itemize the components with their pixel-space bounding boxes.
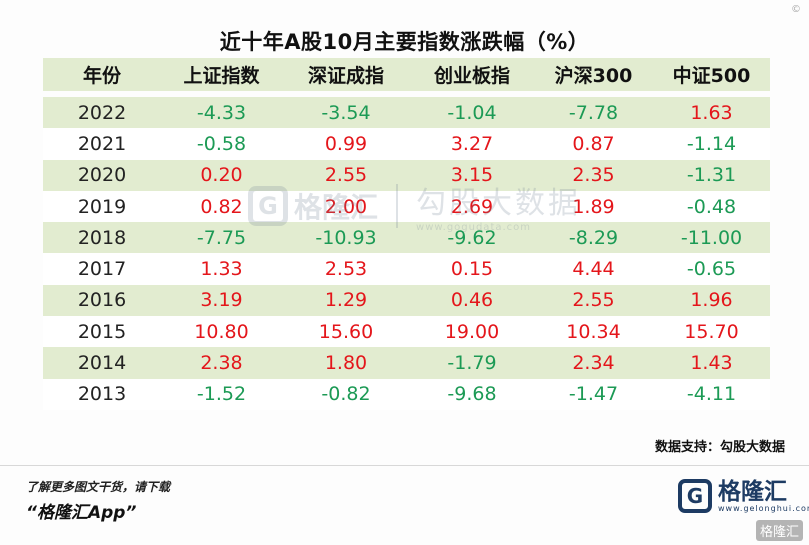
cell-chinext: -9.62	[410, 222, 534, 254]
cell-szse: -10.93	[282, 222, 410, 254]
column-header-year: 年份	[43, 58, 161, 91]
cell-year: 2013	[43, 378, 161, 410]
cell-csi300: -1.47	[534, 378, 653, 410]
table-row: 2021 -0.58 0.99 3.27 0.87 -1.14	[43, 128, 770, 160]
cell-csi500: -11.00	[653, 222, 770, 254]
cell-sse: 1.33	[161, 253, 282, 285]
cell-chinext: 3.15	[410, 159, 534, 191]
cell-chinext: -1.79	[410, 347, 534, 379]
cell-csi500: -0.65	[653, 253, 770, 285]
cell-csi300: 1.89	[534, 190, 653, 223]
column-header-csi500: 中证500	[653, 58, 770, 91]
cell-szse: -0.82	[282, 378, 410, 410]
table-body: 2022 -4.33 -3.54 -1.04 -7.78 1.63 2021 -0.58 0.9…	[43, 91, 770, 410]
cell-year: 2014	[43, 347, 161, 379]
cell-chinext: -1.04	[410, 97, 534, 129]
cell-sse: 0.20	[161, 159, 282, 191]
index-change-table: 年份 上证指数 深证成指 创业板指 沪深300 中证500 2022 -4.33-…	[43, 58, 770, 410]
table-row: 2017 1.33 2.53 0.15 4.44 -0.65	[43, 253, 770, 285]
column-header-szse: 深证成指	[282, 58, 410, 91]
cell-csi500: -1.31	[653, 159, 770, 191]
cell-csi300: 2.34	[534, 347, 653, 379]
cell-csi500: -4.11	[653, 378, 770, 410]
cell-csi500: -0.48	[653, 190, 770, 223]
cell-chinext: 3.27	[410, 128, 534, 160]
cell-csi500: -1.14	[653, 128, 770, 160]
cell-csi300: -8.29	[534, 222, 653, 254]
table-row: 2020 0.20 2.55 3.15 2.35 -1.31	[43, 159, 770, 191]
cell-csi500: 15.70	[653, 316, 770, 348]
cell-chinext: 0.15	[410, 253, 534, 285]
footer-divider	[0, 465, 809, 466]
cell-year: 2019	[43, 190, 161, 223]
cell-csi500: 1.96	[653, 284, 770, 317]
promo-line-1: 了解更多图文干货，请下载	[26, 480, 171, 494]
data-source: 数据支持：勾股大数据	[654, 440, 785, 455]
cell-szse: 2.55	[282, 159, 410, 191]
cell-chinext: -9.68	[410, 378, 534, 410]
table-row: 2013 -1.52 -0.82 -9.68 -1.47 -4.11	[43, 378, 770, 410]
cell-szse: 1.29	[282, 284, 410, 317]
cell-chinext: 19.00	[410, 316, 534, 348]
logo-url: www.gelonghui.com	[718, 503, 809, 513]
cell-szse: 2.53	[282, 253, 410, 285]
cell-sse: -4.33	[161, 97, 282, 129]
cell-year: 2018	[43, 222, 161, 254]
cell-szse: 2.00	[282, 190, 410, 223]
column-header-chinext: 创业板指	[410, 58, 534, 91]
table-row: 2022 -4.33 -3.54 -1.04 -7.78 1.63	[43, 97, 770, 129]
cell-csi300: 2.35	[534, 159, 653, 191]
cell-csi300: 4.44	[534, 253, 653, 285]
cell-year: 2022	[43, 97, 161, 129]
cell-szse: 15.60	[282, 316, 410, 348]
brand-logo: G 格隆汇 www.gelonghui.com	[678, 479, 809, 513]
cell-szse: 1.80	[282, 347, 410, 379]
table-header-row: 年份 上证指数 深证成指 创业板指 沪深300 中证500	[43, 58, 770, 91]
column-header-sse: 上证指数	[161, 58, 282, 91]
cell-sse: 10.80	[161, 316, 282, 348]
corner-brand-tag: 格隆汇	[755, 520, 803, 541]
cell-year: 2015	[43, 316, 161, 348]
cell-sse: -7.75	[161, 222, 282, 254]
cell-year: 2017	[43, 253, 161, 285]
table-row: 2019 0.82 2.00 2.69 1.89 -0.48	[43, 190, 770, 223]
cell-szse: -3.54	[282, 97, 410, 129]
cell-sse: 2.38	[161, 347, 282, 379]
cell-chinext: 2.69	[410, 190, 534, 223]
cell-year: 2016	[43, 284, 161, 317]
g-logo-icon: G	[678, 479, 712, 513]
cell-csi300: 0.87	[534, 128, 653, 160]
cell-csi500: 1.63	[653, 97, 770, 129]
table-row: 2018 -7.75 -10.93 -9.62 -8.29 -11.00	[43, 222, 770, 254]
cell-sse: -0.58	[161, 128, 282, 160]
promo-app-name: “格隆汇App”	[26, 503, 137, 523]
cell-csi500: 1.43	[653, 347, 770, 379]
table-row: 2014 2.38 1.80 -1.79 2.34 1.43	[43, 347, 770, 379]
cell-sse: 0.82	[161, 190, 282, 223]
cell-chinext: 0.46	[410, 284, 534, 317]
column-header-csi300: 沪深300	[534, 58, 653, 91]
corner-mark: ©	[791, 4, 801, 15]
table-row: 2015 10.80 15.60 19.00 10.34 15.70	[43, 316, 770, 348]
cell-year: 2020	[43, 159, 161, 191]
logo-name: 格隆汇	[718, 478, 787, 505]
cell-szse: 0.99	[282, 128, 410, 160]
table-row: 2016 3.19 1.29 0.46 2.55 1.96	[43, 284, 770, 317]
cell-year: 2021	[43, 128, 161, 160]
cell-csi300: 2.55	[534, 284, 653, 317]
cell-sse: -1.52	[161, 378, 282, 410]
page-title: 近十年A股10月主要指数涨跌幅（%）	[219, 30, 590, 54]
cell-csi300: -7.78	[534, 97, 653, 129]
cell-csi300: 10.34	[534, 316, 653, 348]
cell-sse: 3.19	[161, 284, 282, 317]
